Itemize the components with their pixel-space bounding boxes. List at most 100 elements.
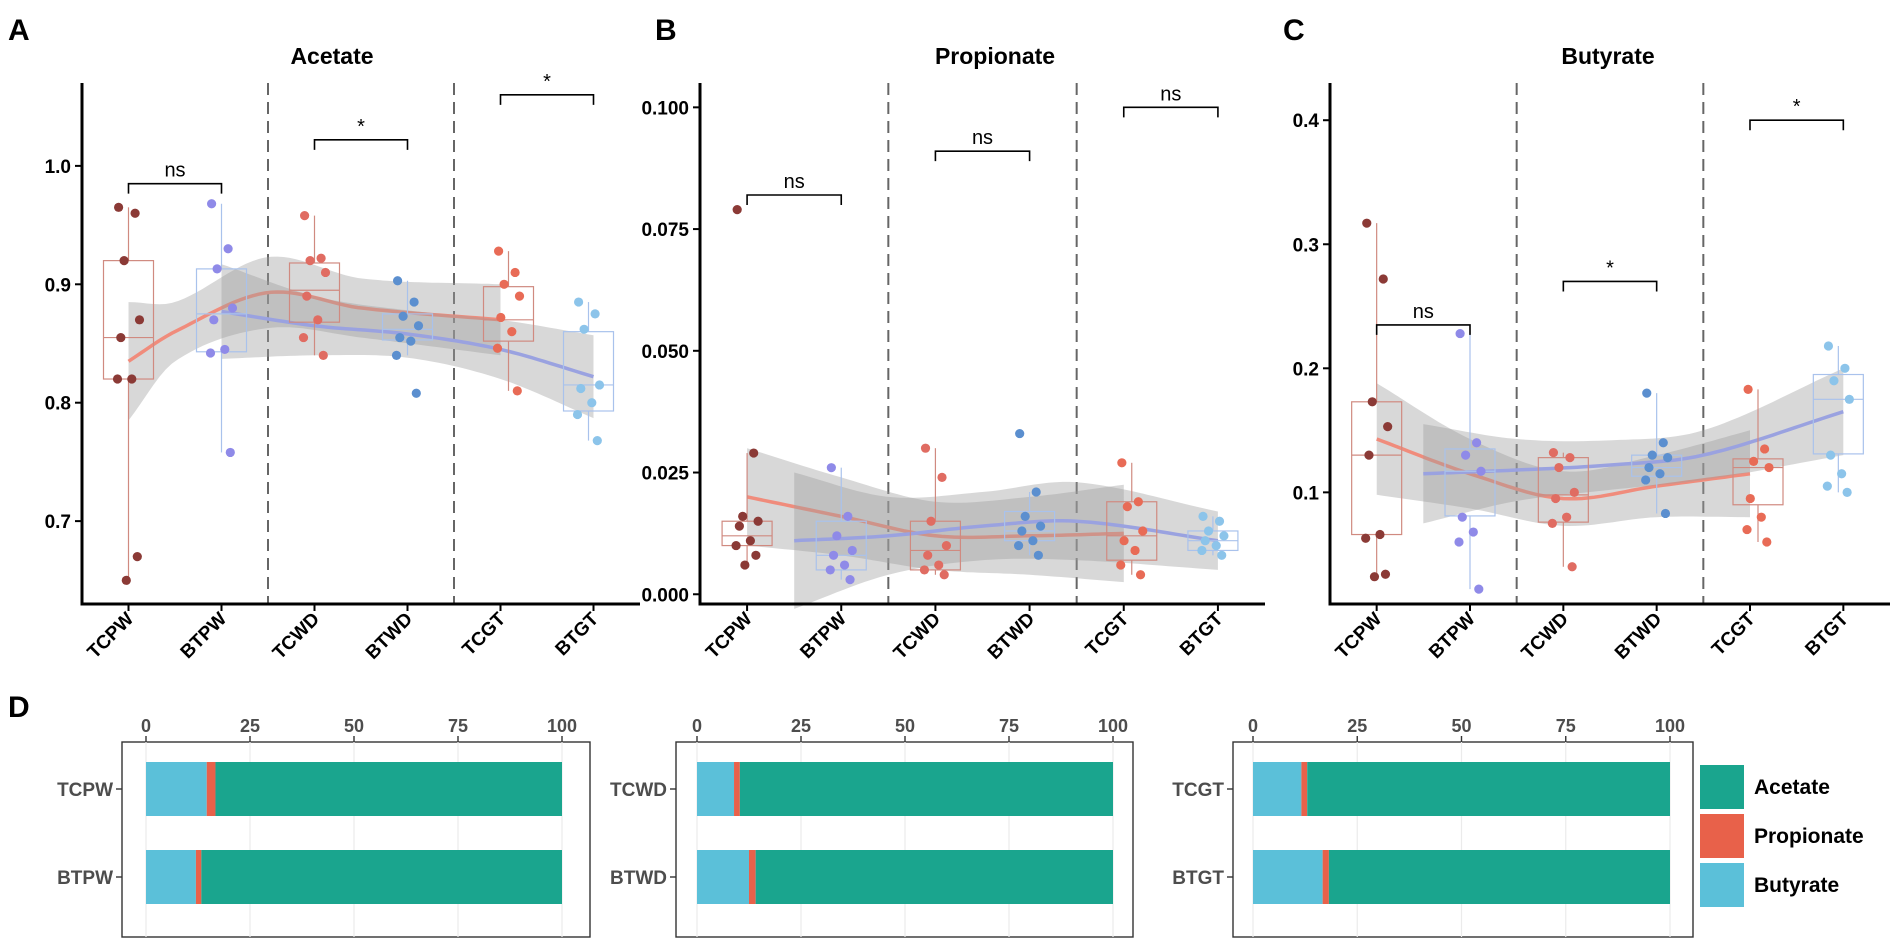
significance-label: * — [543, 71, 551, 93]
data-point — [1842, 487, 1852, 497]
data-point — [316, 253, 326, 263]
data-point — [594, 380, 605, 390]
data-point — [919, 565, 930, 575]
data-point — [1375, 529, 1385, 540]
box-tcgt — [482, 286, 535, 342]
data-point — [734, 521, 744, 531]
significance-label: ns — [1413, 301, 1434, 323]
data-point — [1198, 511, 1208, 521]
data-point — [926, 516, 936, 526]
y-tick-label: 0.9 — [45, 275, 71, 296]
smooth-fit-line-bt — [221, 309, 595, 379]
data-point — [749, 448, 759, 458]
bar-butyrate-tcpw — [146, 762, 207, 816]
x-tick-label: TCPW — [84, 609, 138, 663]
x-tick-label: 25 — [1347, 716, 1367, 736]
data-point — [732, 204, 742, 215]
data-point — [1474, 584, 1484, 594]
legend-label-butyrate: Butyrate — [1754, 874, 1839, 897]
data-point — [395, 332, 405, 343]
significance-label: ns — [164, 160, 185, 182]
data-point — [393, 276, 403, 286]
x-tick-label: BTGT — [552, 608, 604, 660]
y-tick-label: 0.075 — [641, 220, 689, 241]
chart-title: Acetate — [290, 43, 373, 69]
data-point — [1455, 328, 1465, 339]
data-point — [116, 332, 126, 343]
y-tick-label: BTPW — [57, 868, 113, 889]
legend-label-propionate: Propionate — [1754, 825, 1864, 848]
box-tcgt — [1106, 501, 1158, 561]
x-tick-label: 75 — [999, 716, 1019, 736]
data-point — [592, 435, 602, 446]
data-point — [1823, 341, 1834, 351]
data-point — [300, 211, 310, 221]
bar-butyrate-btpw — [146, 850, 196, 904]
bar-acetate-btgt — [1328, 850, 1670, 904]
data-point — [227, 303, 238, 313]
data-point — [1663, 453, 1673, 463]
bar-propionate-btpw — [195, 850, 202, 904]
data-point — [1211, 540, 1221, 551]
data-point — [1119, 536, 1129, 546]
x-tick-label: 50 — [1451, 716, 1471, 736]
data-point — [1762, 537, 1772, 547]
chart-title: Propionate — [935, 43, 1055, 69]
data-point — [1567, 562, 1577, 572]
data-point — [132, 552, 142, 562]
data-point — [1840, 363, 1850, 373]
data-point — [923, 550, 933, 560]
y-tick-label: 0.1 — [1293, 483, 1320, 504]
box-btgt — [562, 331, 615, 412]
data-point — [510, 267, 520, 278]
data-point — [1028, 536, 1038, 546]
y-tick-label: 0.8 — [45, 394, 71, 415]
x-tick-label: TCPW — [1332, 609, 1386, 663]
significance-label: * — [1793, 96, 1801, 118]
data-point — [1378, 274, 1388, 284]
data-point — [1554, 462, 1564, 473]
x-tick-label: BTWD — [362, 609, 417, 664]
data-point — [302, 291, 312, 301]
panel-d-composition: 0 25 50 75 100 TCPW BTPW 0 25 50 75 100 TCWD BTWD 0 25 5… — [57, 716, 1864, 938]
data-point — [212, 264, 222, 274]
data-point — [207, 199, 217, 209]
significance-bracket — [1375, 324, 1471, 335]
significance-bracket — [746, 194, 843, 205]
data-point — [590, 309, 600, 319]
data-point — [398, 311, 408, 321]
data-point — [1658, 438, 1668, 448]
data-point — [1380, 569, 1391, 579]
data-point — [1203, 526, 1214, 536]
data-point — [576, 383, 586, 394]
data-point — [832, 531, 842, 541]
smooth-fit-line-tc — [746, 495, 1124, 540]
data-point — [572, 409, 583, 420]
x-tick-label: TCWD — [890, 609, 945, 664]
data-point — [1461, 450, 1471, 460]
data-point — [1020, 511, 1030, 521]
y-tick-label: 0.7 — [45, 512, 71, 533]
data-point — [1749, 456, 1759, 466]
data-point — [1647, 450, 1657, 460]
data-point — [121, 575, 131, 585]
data-point — [1013, 540, 1024, 551]
data-point — [409, 297, 419, 307]
y-tick-label: TCWD — [610, 780, 667, 801]
x-tick-label: BTPW — [796, 609, 850, 663]
x-tick-label: 0 — [1248, 716, 1258, 736]
data-point — [1472, 438, 1482, 448]
data-point — [1829, 376, 1839, 386]
y-tick-label: BTWD — [610, 868, 667, 889]
data-point — [1197, 545, 1207, 556]
significance-bracket — [934, 150, 1031, 162]
x-tick-label: BTPW — [177, 609, 231, 663]
data-point — [934, 560, 944, 570]
data-point — [305, 256, 315, 266]
x-tick-label: BTGT — [1176, 608, 1228, 660]
y-tick-label: 0.3 — [1293, 235, 1319, 256]
data-point — [937, 472, 947, 483]
x-tick-label: BTGT — [1801, 608, 1853, 660]
x-tick-label: TCGT — [459, 608, 511, 660]
